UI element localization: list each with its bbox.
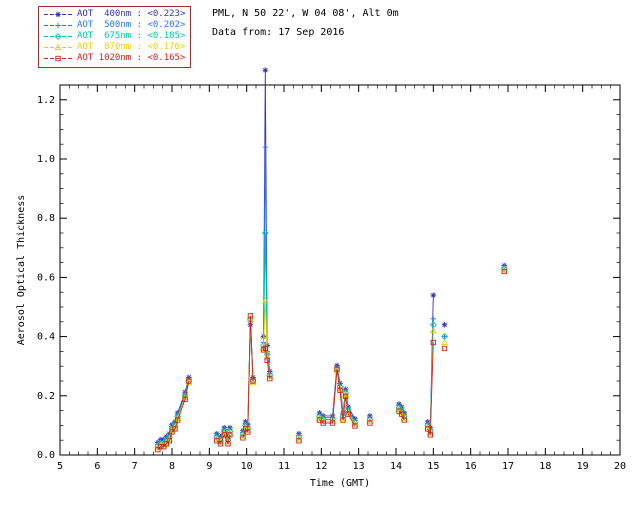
x-tick-label: 6 xyxy=(94,461,100,472)
x-tick-label: 16 xyxy=(465,461,477,472)
series-aot-500nm xyxy=(155,144,508,448)
x-tick-label: 7 xyxy=(132,461,138,472)
x-tick-label: 19 xyxy=(577,461,589,472)
y-tick-label: 0.0 xyxy=(37,450,55,461)
axes xyxy=(59,84,621,456)
legend-item-label: AOT 1020nm : <0.165> xyxy=(77,53,186,63)
site-info: PML, N 50 22', W 04 08', Alt 0m xyxy=(212,8,399,19)
y-tick-label: 0.8 xyxy=(37,213,55,224)
legend-item-label: AOT 870nm : <0.176> xyxy=(77,42,186,52)
x-tick-label: 14 xyxy=(390,461,402,472)
date-info: Data from: 17 Sep 2016 xyxy=(212,27,345,38)
x-tick-label: 18 xyxy=(539,461,551,472)
legend-box: AOT 400nm : <0.223> AOT 500nm : <0.202> AO… xyxy=(38,6,192,68)
y-tick-label: 0.6 xyxy=(37,272,55,283)
legend-line-sample-icon xyxy=(44,22,72,29)
x-tick-label: 11 xyxy=(278,461,290,472)
legend-line-sample-icon xyxy=(44,11,72,18)
axis-labels: 5 6 7 8 9 10 11 12 13 14 15 16 17 18 19 20 0.0 0.2 0.4 0.6 0… xyxy=(16,95,626,489)
legend-line-sample-icon xyxy=(44,55,72,62)
legend-item-label: AOT 500nm : <0.202> xyxy=(77,20,186,30)
x-tick-label: 5 xyxy=(57,461,63,472)
series-aot-1020nm xyxy=(155,268,507,453)
legend-item-label: AOT 675nm : <0.185> xyxy=(77,31,186,41)
y-tick-label: 0.2 xyxy=(37,391,55,402)
legend-item-aot-870nm: AOT 870nm : <0.176> xyxy=(43,42,185,53)
y-tick-label: 1.0 xyxy=(37,154,55,165)
legend-item-aot-675nm: AOT 675nm : <0.185> xyxy=(43,31,185,42)
y-tick-label: 0.4 xyxy=(37,332,55,343)
x-tick-label: 13 xyxy=(353,461,365,472)
x-tick-label: 15 xyxy=(427,461,439,472)
legend-item-aot-1020nm: AOT 1020nm : <0.165> xyxy=(43,53,185,64)
legend-line-sample-icon xyxy=(44,43,72,50)
y-tick-label: 1.2 xyxy=(37,95,55,106)
x-tick-label: 12 xyxy=(315,461,327,472)
x-tick-label: 20 xyxy=(614,461,626,472)
x-tick-label: 8 xyxy=(169,461,175,472)
y-axis-label: Aerosol Optical Thickness xyxy=(16,195,27,346)
series-aot-400nm xyxy=(155,67,508,446)
x-axis-label: Time (GMT) xyxy=(310,478,370,489)
legend-item-label: AOT 400nm : <0.223> xyxy=(77,9,186,19)
x-tick-label: 9 xyxy=(206,461,212,472)
legend-item-aot-400nm: AOT 400nm : <0.223> xyxy=(43,9,185,20)
series-aot-870nm xyxy=(154,266,508,451)
x-tick-label: 17 xyxy=(502,461,514,472)
legend-line-sample-icon xyxy=(44,33,72,40)
x-tick-label: 10 xyxy=(241,461,253,472)
legend-item-aot-500nm: AOT 500nm : <0.202> xyxy=(43,20,185,31)
